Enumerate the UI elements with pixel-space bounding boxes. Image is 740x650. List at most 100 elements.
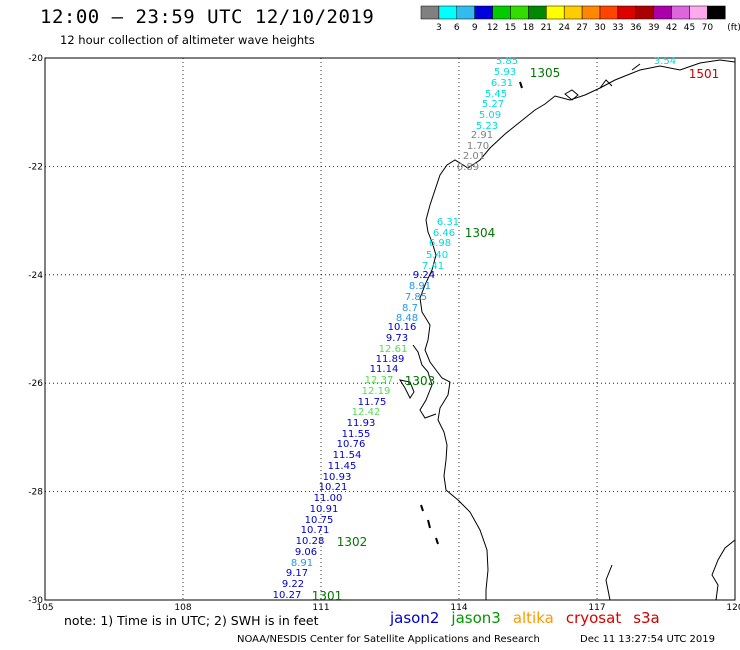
lon-tick-label: 120 [726,603,740,613]
satellite-legend-item: cryosat [565,609,622,627]
colorbar-swatch [653,5,672,20]
wave-height-value: 9.24 [413,270,435,281]
footer-note: note: 1) Time is in UTC; 2) SWH is in fe… [64,613,319,628]
colorbar-swatch [456,5,475,20]
page-title: 12:00 — 23:59 UTC 12/10/2019 [40,6,375,28]
wave-height-value: 5.27 [482,99,504,110]
satellite-legend-item: s3a [633,609,660,627]
wave-height-value: 11.75 [358,397,387,408]
wave-height-value: 10.28 [296,536,325,547]
track-id-label: 1304 [465,226,496,240]
wave-height-value: 7.85 [405,292,427,303]
wave-height-value: 5.09 [479,110,501,121]
wave-height-value: 5.85 [496,56,518,67]
wave-height-value: 6.31 [437,217,459,228]
wave-height-value: 3.54 [654,56,676,67]
colorbar-swatch [707,5,726,20]
track-id-label: 1301 [312,589,343,603]
lat-tick-label: -26 [28,379,43,389]
satellite-legend: jason2 jason3 altika cryosat s3a [390,609,672,627]
colorbar-swatch [492,5,511,20]
track-id-label: 1501 [689,67,720,81]
wave-height-value: 8.48 [396,313,418,324]
colorbar-swatch [528,5,547,20]
wave-height-value: 9.17 [286,568,308,579]
lon-tick-label: 114 [450,603,467,613]
track-id-labels: 1305 1501 1304 1303 1302 1301 [312,66,720,603]
colorbar-tick-label: 33 [612,23,623,33]
wave-height-value: 6.31 [491,78,513,89]
lat-tick-label: -30 [28,596,43,606]
wave-height-value: 11.55 [342,429,371,440]
wave-height-value: 11.93 [347,418,376,429]
colorbar-tick-label: 45 [684,23,695,33]
colorbar-tick-label: 70 [702,23,714,33]
wave-height-value: 10.91 [310,504,339,515]
wave-height-value: 2.91 [471,130,493,141]
track-id-label: 1303 [405,374,436,388]
colorbar-tick-label: 42 [666,23,677,33]
colorbar-tick-label: 18 [523,23,535,33]
wave-height-value: 10.16 [388,322,417,333]
wave-height-value: 9.06 [295,547,317,558]
wave-height-value: 9.73 [386,333,408,344]
wave-height-value: 10.75 [305,515,334,526]
colorbar-tick-label: 15 [505,23,516,33]
wave-height-value: 8.7 [402,303,418,314]
lat-tick-label: -24 [28,271,43,281]
wave-height-value: 10.21 [319,482,348,493]
wave-height-value: 10.27 [273,590,302,601]
track-id-label: 1305 [530,66,561,80]
wave-height-value: 10.71 [301,525,330,536]
satellite-legend-item: jason2 [390,609,440,627]
wave-height-value: 11.89 [376,354,405,365]
lat-tick-label: -22 [28,162,43,172]
colorbar-swatch [635,5,654,20]
colorbar-swatch [474,5,493,20]
colorbar-swatch [581,5,601,20]
colorbar-swatch [671,5,690,20]
page-subtitle: 12 hour collection of altimeter wave hei… [60,33,315,47]
lat-tick-label: -20 [28,54,43,64]
wave-height-value: 5.93 [494,67,516,78]
footer-credit: NOAA/NESDIS Center for Satellite Applica… [237,634,540,645]
axis-tick-labels: 105 108 111 114 117 120 -20 -22 -24 -26 -28 -30 [28,54,740,613]
wave-height-value: 11.14 [370,364,399,375]
wave-height-value: 12.37 [365,375,394,386]
wave-height-value: 11.45 [328,461,357,472]
colorbar-swatch [617,5,637,20]
wave-height-value: 5.23 [476,121,498,132]
colorbar-tick-label: 27 [576,23,587,33]
lon-tick-label: 105 [36,603,53,613]
colorbar-tick-label: 30 [594,23,606,33]
map-grid [45,58,735,600]
colorbar-swatch [546,5,565,20]
colorbar-tick-label: 21 [541,23,552,33]
wave-height-value: 0.89 [457,162,479,173]
colorbar-swatch [563,5,583,20]
map-frame [44,57,736,601]
wave-height-value: 6.46 [433,228,455,239]
wave-height-value: 12.61 [379,344,408,355]
colorbar-swatch [420,5,440,20]
colorbar-legend: 3 6 9 12 15 18 21 24 27 30 33 36 39 42 45 70 (ft) [420,5,740,33]
track-id-label: 1302 [337,535,368,549]
wave-height-value: 7.41 [422,261,444,272]
wave-height-value: 8.91 [409,281,431,292]
wave-height-value: 10.93 [323,472,352,483]
lat-tick-label: -28 [28,488,43,498]
wave-height-value: 1.70 [467,141,489,152]
footer-timestamp: Dec 11 13:27:54 UTC 2019 [580,634,715,645]
lon-tick-label: 111 [312,603,329,613]
coastline [398,59,736,601]
colorbar-swatch [510,5,529,20]
colorbar-tick-label: 6 [454,23,460,33]
wave-height-value: 6.98 [429,238,451,249]
wave-height-value: 9.22 [282,579,304,590]
satellite-legend-item: jason3 [451,609,501,627]
colorbar-tick-label: 3 [436,23,442,33]
lon-tick-label: 108 [174,603,191,613]
colorbar-swatch [438,5,458,20]
colorbar-swatch [599,5,619,20]
lon-tick-label: 117 [588,603,605,613]
